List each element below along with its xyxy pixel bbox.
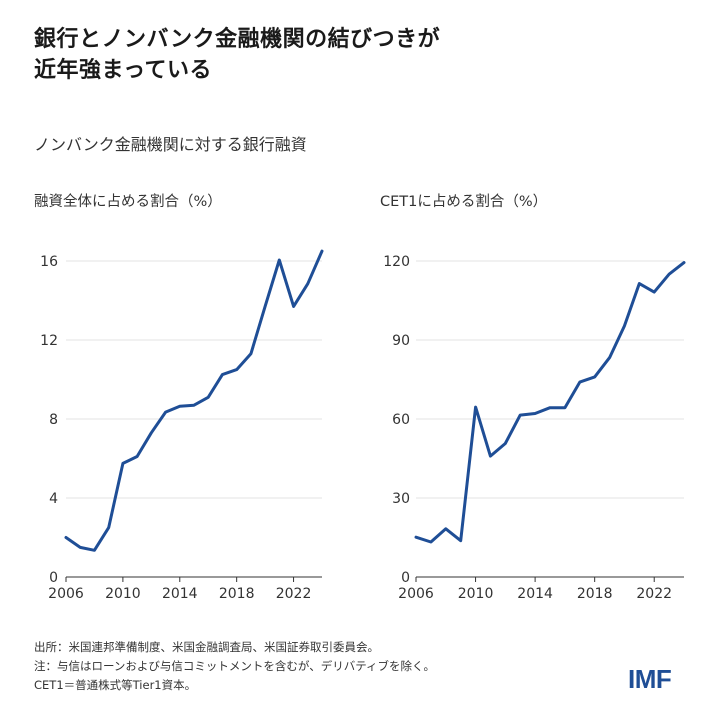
y-tick-label: 16 [40, 254, 58, 270]
y-tick-label: 0 [401, 570, 410, 586]
x-tick-label: 2018 [219, 586, 255, 602]
chart-subtitle: ノンバンク金融機関に対する銀行融資 [34, 135, 307, 154]
footnote-note: 注：与信はローンおよび与信コミットメントを含むが、デリバティブを除く。 [34, 659, 436, 673]
y-tick-label: 12 [40, 333, 58, 349]
footnote-cet1: CET1＝普通株式等Tier1資本。 [34, 678, 197, 692]
y-tick-label: 90 [392, 333, 410, 349]
footnote-source: 出所：米国連邦準備制度、米国金融調査局、米国証券取引委員会。 [34, 640, 379, 654]
y-tick-label: 8 [49, 412, 58, 428]
y-tick-label: 120 [383, 254, 410, 270]
x-tick-label: 2006 [48, 586, 84, 602]
y-tick-label: 4 [49, 491, 58, 507]
left-panel-title: 融資全体に占める割合（%） [34, 194, 222, 210]
y-tick-label: 30 [392, 491, 410, 507]
y-tick-label: 0 [49, 570, 58, 586]
x-tick-label: 2018 [577, 586, 613, 602]
right-panel-title: CET1に占める割合（%） [380, 194, 548, 210]
x-tick-label: 2010 [458, 586, 494, 602]
x-tick-label: 2014 [162, 586, 198, 602]
series-line [414, 261, 686, 544]
imf-logo: IMF [628, 664, 672, 694]
x-tick-label: 2022 [636, 586, 672, 602]
x-tick-label: 2022 [276, 586, 312, 602]
y-tick-label: 60 [392, 412, 410, 428]
x-tick-label: 2010 [105, 586, 141, 602]
series-line [64, 249, 324, 552]
x-tick-label: 2014 [517, 586, 553, 602]
x-tick-label: 2006 [398, 586, 434, 602]
title-line-2: 近年強まっている [34, 58, 213, 83]
chart-title: 銀行とノンバンク金融機関の結びつきが 近年強まっている [34, 24, 440, 86]
title-line-1: 銀行とノンバンク金融機関の結びつきが [34, 27, 441, 52]
